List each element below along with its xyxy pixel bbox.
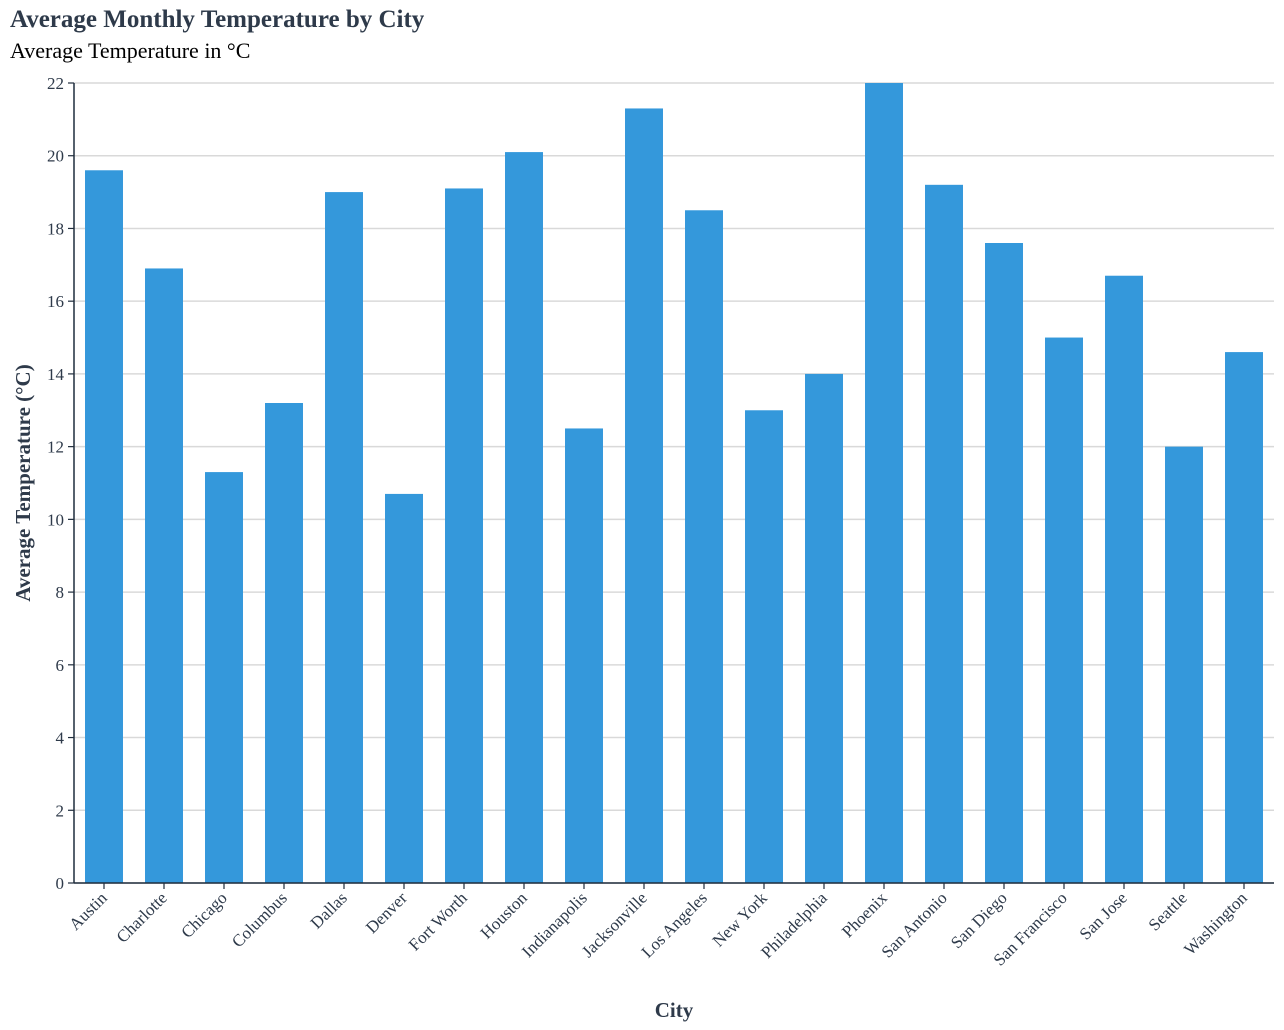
y-tick-label: 10 bbox=[47, 510, 64, 529]
grid-layer bbox=[74, 82, 1274, 884]
y-tick-label: 18 bbox=[47, 219, 64, 238]
x-tick-label: Chicago bbox=[177, 888, 230, 941]
x-tick-label: San Antonio bbox=[878, 888, 951, 961]
bar bbox=[385, 493, 423, 883]
chart-subtitle: Average Temperature in °C bbox=[10, 38, 251, 63]
bar bbox=[445, 188, 483, 884]
bar bbox=[1105, 275, 1143, 883]
x-tick-label: Dallas bbox=[307, 888, 351, 932]
x-tick-label: Washington bbox=[1180, 888, 1251, 959]
x-tick-label: Phoenix bbox=[838, 888, 891, 941]
y-tick-label: 2 bbox=[56, 801, 65, 820]
x-tick-label: Fort Worth bbox=[405, 888, 471, 954]
x-tick-label: San Jose bbox=[1076, 888, 1131, 943]
x-tick-label: Denver bbox=[362, 888, 411, 937]
y-tick-label: 12 bbox=[47, 438, 64, 457]
x-tick-label: Philadelphia bbox=[757, 888, 831, 962]
x-tick-label: San Diego bbox=[947, 888, 1011, 952]
bar bbox=[145, 268, 183, 883]
y-tick-label: 0 bbox=[56, 874, 65, 893]
bar bbox=[1045, 337, 1083, 884]
bar bbox=[925, 184, 963, 883]
bar bbox=[85, 170, 123, 884]
bar bbox=[1225, 352, 1263, 883]
x-tick-label: Charlotte bbox=[113, 888, 171, 946]
y-tick-label: 22 bbox=[47, 74, 64, 93]
bar bbox=[865, 83, 903, 883]
x-tick-label: New York bbox=[709, 888, 772, 951]
x-tick-label: Seattle bbox=[1145, 888, 1191, 934]
y-tick-label: 20 bbox=[47, 147, 64, 166]
x-tick-label: Houston bbox=[477, 888, 532, 943]
bar bbox=[205, 472, 243, 883]
bar bbox=[985, 243, 1023, 883]
axes-layer bbox=[73, 83, 1274, 884]
bar bbox=[565, 428, 603, 883]
y-tick-label: 6 bbox=[56, 656, 65, 675]
x-tick-label: Austin bbox=[65, 888, 111, 934]
bars-layer bbox=[85, 83, 1263, 884]
chart-title: Average Monthly Temperature by City bbox=[10, 6, 425, 33]
x-tick-label: Columbus bbox=[228, 888, 291, 951]
y-tick-label: 14 bbox=[47, 365, 65, 384]
bar bbox=[805, 373, 843, 883]
bar bbox=[265, 403, 303, 883]
bar bbox=[625, 108, 663, 884]
y-axis-title: Average Temperature (°C) bbox=[11, 364, 35, 601]
bar bbox=[325, 192, 363, 883]
x-tick-label: Los Angeles bbox=[638, 888, 711, 961]
bar bbox=[1165, 446, 1203, 883]
y-tick-label: 16 bbox=[47, 292, 64, 311]
bar bbox=[505, 152, 543, 883]
bar bbox=[745, 410, 783, 883]
y-axis-ticks: 0 2 4 6 8 10 12 14 16 18 20 22 bbox=[47, 74, 74, 893]
x-axis-title: City bbox=[655, 998, 694, 1022]
y-tick-label: 4 bbox=[56, 729, 65, 748]
y-tick-label: 8 bbox=[56, 583, 65, 602]
bar bbox=[685, 210, 723, 884]
